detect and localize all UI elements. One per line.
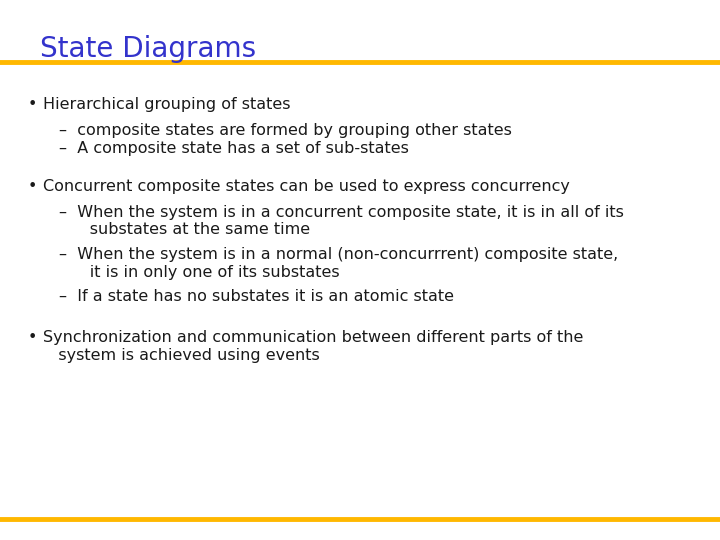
Text: –  composite states are formed by grouping other states: – composite states are formed by groupin…	[59, 123, 512, 138]
Text: •: •	[27, 330, 37, 346]
Text: State Diagrams: State Diagrams	[40, 35, 256, 63]
Text: –  When the system is in a normal (non-concurrrent) composite state,
      it is: – When the system is in a normal (non-co…	[59, 247, 618, 280]
Text: –  When the system is in a concurrent composite state, it is in all of its
     : – When the system is in a concurrent com…	[59, 205, 624, 237]
Text: Hierarchical grouping of states: Hierarchical grouping of states	[43, 97, 291, 112]
Text: •: •	[27, 97, 37, 112]
Text: Synchronization and communication between different parts of the
   system is ac: Synchronization and communication betwee…	[43, 330, 584, 363]
Text: –  If a state has no substates it is an atomic state: – If a state has no substates it is an a…	[59, 289, 454, 304]
Text: •: •	[27, 179, 37, 194]
Text: Concurrent composite states can be used to express concurrency: Concurrent composite states can be used …	[43, 179, 570, 194]
Text: –  A composite state has a set of sub-states: – A composite state has a set of sub-sta…	[59, 141, 409, 157]
